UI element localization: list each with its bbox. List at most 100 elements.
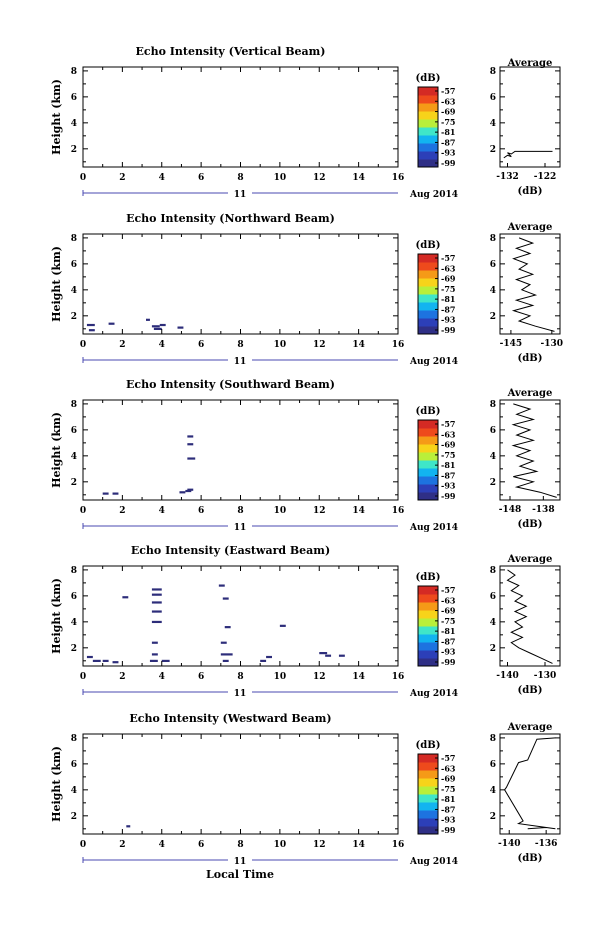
y-tick-label: 4: [71, 618, 77, 628]
panel-2: Echo Intensity (Northward Beam) Height (k…: [50, 212, 563, 367]
average-x-label: (dB): [518, 353, 543, 364]
date-label: Aug 2014: [409, 689, 458, 699]
average-y-tick-label: 4: [490, 286, 496, 296]
colorbar-swatch: [418, 826, 438, 835]
echo-cell: [179, 491, 186, 494]
colorbar-tick-label: -57: [441, 253, 455, 263]
y-tick-label: 2: [71, 644, 77, 654]
colorbar-swatch: [418, 143, 438, 152]
colorbar-tick-label: -75: [441, 784, 455, 794]
y-tick-label: 2: [71, 312, 77, 322]
day-label: 11: [234, 523, 247, 533]
y-tick-label: 6: [71, 93, 77, 103]
average-y-tick-label: 2: [490, 312, 496, 322]
colorbar-swatch: [418, 294, 438, 303]
x-tick-label: 2: [119, 672, 125, 682]
x-tick-label: 4: [159, 672, 165, 682]
colorbar-swatch: [418, 492, 438, 501]
x-tick-label: 12: [313, 672, 326, 682]
colorbar-swatch: [418, 452, 438, 461]
panel-title: Echo Intensity (Eastward Beam): [131, 544, 330, 557]
x-tick-label: 10: [274, 340, 287, 350]
y-tick-label: 6: [71, 426, 77, 436]
colorbar-swatch: [418, 778, 438, 787]
panel-1: Echo Intensity (Vertical Beam) Height (km…: [50, 45, 561, 200]
colorbar-tick-label: -63: [441, 595, 456, 605]
colorbar-unit: (dB): [416, 572, 441, 583]
colorbar-swatch: [418, 127, 438, 136]
echo-cell: [187, 457, 196, 460]
colorbar-tick-label: -93: [441, 815, 456, 825]
day-label: 11: [234, 190, 247, 200]
panel-title: Echo Intensity (Westward Beam): [129, 712, 331, 725]
colorbar-tick-label: -75: [441, 284, 455, 294]
colorbar-swatch: [418, 270, 438, 279]
colorbar-swatch: [418, 594, 438, 603]
y-tick-label: 6: [71, 592, 77, 602]
colorbar-swatch: [418, 119, 438, 128]
y-tick-label: 4: [71, 786, 77, 796]
colorbar-swatch: [418, 428, 438, 437]
average-x-tick-label: -132: [496, 172, 519, 182]
colorbar-swatch: [418, 310, 438, 319]
day-label: 11: [234, 689, 247, 699]
y-axis-label: Height (km): [50, 412, 63, 488]
colorbar-frame: [417, 753, 439, 835]
x-tick-label: 4: [159, 506, 165, 516]
x-tick-label: 12: [313, 840, 326, 850]
average-title: Average: [507, 388, 553, 399]
colorbar-swatch: [418, 95, 438, 104]
average-y-tick-label: 6: [490, 93, 496, 103]
colorbar-swatch: [418, 810, 438, 819]
colorbar-tick-label: -81: [441, 794, 455, 804]
colorbar-tick-label: -93: [441, 315, 456, 325]
x-tick-label: 6: [198, 840, 204, 850]
y-axis-label: Height (km): [50, 79, 63, 155]
y-tick-label: 6: [71, 260, 77, 270]
colorbar-swatch: [418, 786, 438, 795]
x-tick-label: 2: [119, 173, 125, 183]
average-title: Average: [507, 722, 553, 733]
colorbar-tick-label: -57: [441, 753, 455, 763]
x-tick-label: 4: [159, 840, 165, 850]
echo-cell: [159, 323, 166, 327]
average-y-tick-label: 6: [490, 592, 496, 602]
day-label: 11: [234, 357, 247, 367]
x-tick-label: 8: [237, 506, 243, 516]
x-tick-label: 14: [352, 840, 365, 850]
x-tick-label: 2: [119, 506, 125, 516]
y-axis-label: Height (km): [50, 246, 63, 322]
colorbar-unit: (dB): [416, 406, 441, 417]
colorbar-swatch: [418, 420, 438, 429]
x-tick-label: 8: [237, 340, 243, 350]
x-tick-label: 14: [352, 672, 365, 682]
colorbar-tick-label: -93: [441, 647, 456, 657]
echo-cell: [187, 435, 194, 438]
colorbar-swatch: [418, 254, 438, 263]
colorbar-tick-label: -99: [441, 158, 456, 168]
colorbar-swatch: [418, 436, 438, 445]
x-tick-label: 14: [352, 173, 365, 183]
average-frame: [499, 565, 561, 667]
echo-cell: [112, 492, 119, 495]
colorbar-swatch: [418, 762, 438, 771]
colorbar-swatch: [418, 87, 438, 96]
average-y-tick-label: 4: [490, 786, 496, 796]
plot-frame: [82, 66, 399, 168]
echo-cell: [187, 443, 194, 446]
colorbar-swatch: [418, 770, 438, 779]
colorbar-tick-label: -57: [441, 585, 455, 595]
colorbar-tick-label: -57: [441, 419, 455, 429]
echo-cell: [222, 597, 229, 600]
colorbar-swatch: [418, 151, 438, 160]
colorbar-swatch: [418, 135, 438, 144]
x-tick-label: 8: [237, 173, 243, 183]
colorbar-tick-label: -75: [441, 450, 455, 460]
echo-cell: [92, 659, 101, 663]
x-tick-label: 6: [198, 672, 204, 682]
x-tick-label: 16: [392, 506, 405, 516]
average-y-tick-label: 4: [490, 119, 496, 129]
x-tick-label: 0: [80, 173, 86, 183]
y-tick-label: 4: [71, 452, 77, 462]
